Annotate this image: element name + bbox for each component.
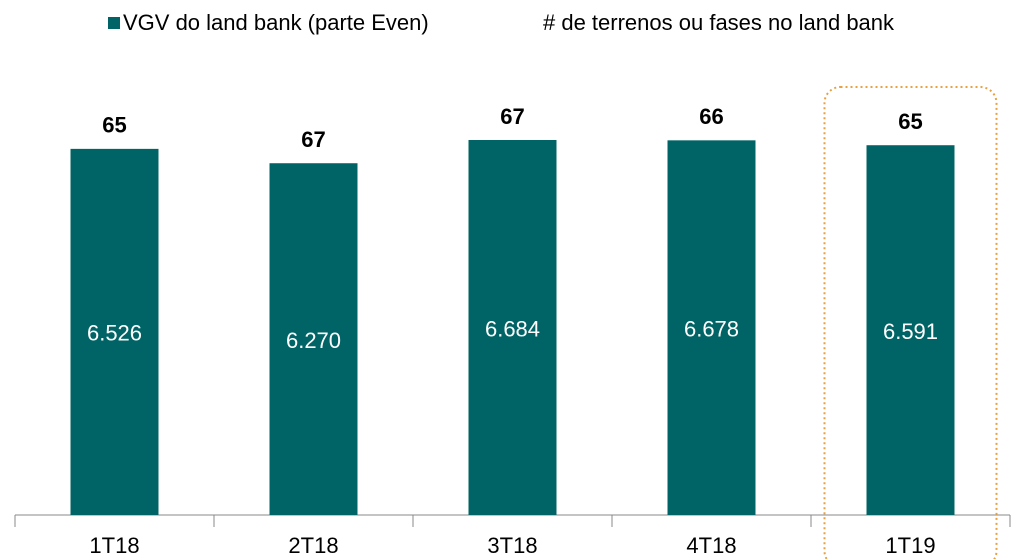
x-tick-label: 3T18 [487,533,537,558]
bar [667,140,756,516]
x-tick-label: 1T19 [885,533,935,558]
legend-label: # de terrenos ou fases no land bank [543,10,895,35]
bar [70,148,159,516]
bar-value-label: 6.526 [87,321,142,346]
count-label: 67 [301,127,325,152]
count-label: 67 [500,104,524,129]
bar-value-label: 6.591 [883,319,938,344]
bar-value-label: 6.684 [485,316,540,341]
count-label: 65 [102,113,126,138]
highlight-box [823,86,998,559]
x-tick-label: 4T18 [686,533,736,558]
bar-value-label: 6.270 [286,328,341,353]
bar [269,163,358,515]
legend-swatch [108,17,120,29]
x-tick-label: 2T18 [288,533,338,558]
bar-value-label: 6.678 [684,316,739,341]
bar [468,140,557,515]
count-label: 66 [699,104,723,129]
bar [866,145,955,515]
legend-label: VGV do land bank (parte Even) [123,10,429,35]
count-label: 65 [898,109,922,134]
x-tick-label: 1T18 [89,533,139,558]
